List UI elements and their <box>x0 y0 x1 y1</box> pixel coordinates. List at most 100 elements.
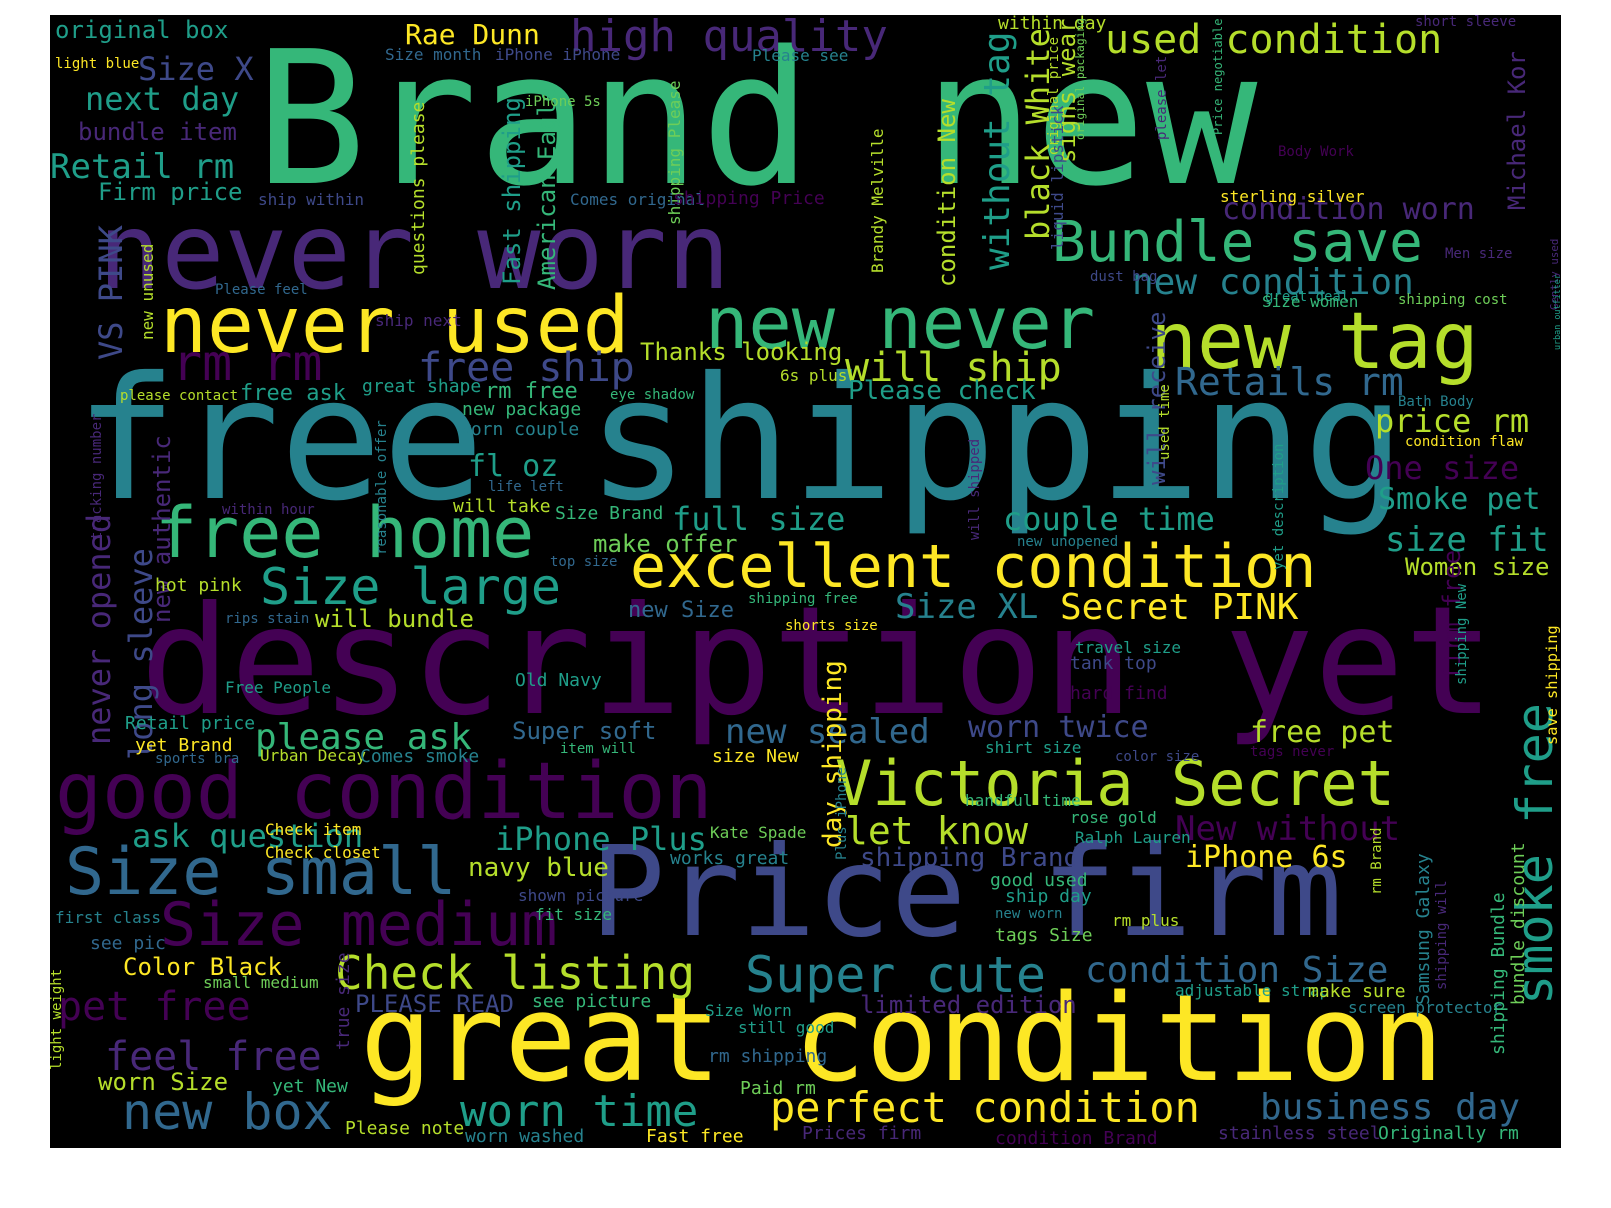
word-shorts-size: shorts size <box>785 618 878 634</box>
word-secret-pink: Secret PINK <box>1060 587 1299 628</box>
word-rm-shipping: rm shipping <box>708 1046 828 1067</box>
word-new-without: New without <box>1175 809 1401 849</box>
word-vs-pink: VS PINK <box>92 225 130 360</box>
word-light-blue: light blue <box>55 56 140 72</box>
word-color-black: Color Black <box>123 953 282 981</box>
word-size-small: Size small <box>65 835 457 910</box>
word-check-item: Check item <box>265 820 362 839</box>
word-questions-please: questions please <box>408 101 429 275</box>
word-new-sealed: new sealed <box>725 712 930 752</box>
word-rae-dunn: Rae Dunn <box>405 18 540 51</box>
word-small-medium: small medium <box>203 973 319 992</box>
word-shipping-cost: shipping cost <box>1398 292 1508 308</box>
word-condition-worn: condition worn <box>1222 192 1475 227</box>
word-short-sleeve: short sleeve <box>1415 15 1517 30</box>
word-new-package: new package <box>462 399 582 420</box>
word-fl-oz: fl oz <box>468 449 559 484</box>
word-free-home: free home <box>155 492 535 574</box>
word-shipping-free: shipping free <box>748 591 858 607</box>
word-fast-shipping: Fast shipping <box>498 97 526 285</box>
word-new-size: new Size <box>628 598 734 623</box>
word-size-fit: size fit <box>1385 520 1549 560</box>
word-bundle-item: bundle item <box>78 118 237 146</box>
word-please-read: PLEASE READ <box>355 990 514 1018</box>
word-price-rm: price rm <box>1375 402 1530 440</box>
word-first-class: first class <box>55 908 161 927</box>
word-body-work: Body Work <box>1278 144 1354 160</box>
word-size-brand: Size Brand <box>555 503 664 524</box>
word-description-yet: description yet <box>140 575 1495 749</box>
word-iphone-5s: iPhone 5s <box>525 94 601 110</box>
word-eye-shadow: eye shadow <box>610 387 695 403</box>
word-couple-time: couple time <box>1003 500 1215 538</box>
word-stainless-steel: stainless steel <box>1218 1123 1381 1144</box>
word-rose-gold: rose gold <box>1070 808 1157 827</box>
word-size-xl: Size XL <box>895 587 1039 627</box>
word-old-navy: Old Navy <box>515 670 602 691</box>
word-original-box: original box <box>55 16 229 44</box>
word-new-unopened: new unopened <box>1017 534 1119 550</box>
word-comes-original: Comes original <box>570 190 705 209</box>
word-free-ship: free ship <box>418 345 635 391</box>
word-used-condition: used condition <box>1105 17 1443 63</box>
word-worn-size: worn Size <box>98 1068 229 1096</box>
word-perfect-condition: perfect condition <box>770 1083 1200 1132</box>
word-yet-new: yet New <box>272 1076 348 1097</box>
word-sterling-silver: sterling silver <box>1220 187 1365 206</box>
word-please-check: Please check <box>848 376 1036 406</box>
word-new-condition: new condition <box>1132 262 1414 303</box>
word-condition-size: condition Size <box>1085 950 1389 991</box>
word-price-negotiable: Price negotiable <box>1211 18 1225 136</box>
word-please-let: please let <box>1154 55 1170 140</box>
word-worn-washed: worn washed <box>465 1126 585 1147</box>
word-still-good: still good <box>738 1018 835 1037</box>
word-sports-bra: sports bra <box>155 751 240 767</box>
word-retail-rm: Retail rm <box>50 147 235 187</box>
word-without-tag: without tag <box>977 31 1018 270</box>
word-dust-bag: dust bag <box>1090 269 1158 285</box>
word-urban-outfitter: urban outfitter <box>1551 274 1561 350</box>
word-please-contact: please contact <box>120 388 239 404</box>
word-price-firm: Price firm <box>590 820 1343 965</box>
word-free-shipping: free shipping <box>75 341 1406 539</box>
word-adjustable-strap: adjustable strap <box>1175 981 1330 1000</box>
word-size-large: Size large <box>260 558 562 616</box>
word-ship-within: ship within <box>258 190 364 209</box>
word-paid-rm: Paid rm <box>740 1078 816 1099</box>
word-worn-twice: worn twice <box>968 710 1149 745</box>
word-make-sure: make sure <box>1308 981 1406 1002</box>
word-rm-free: rm free <box>485 379 578 404</box>
word-true-size: true size <box>333 952 354 1050</box>
word-firm-price: Firm price <box>98 178 243 206</box>
word-cloud: Brand new free shipping description yet gre… <box>50 15 1561 1148</box>
word-condition-brand: condition Brand <box>995 1128 1158 1148</box>
word-bath-body: Bath Body <box>1398 394 1474 410</box>
word-size-women: Size women <box>1262 292 1359 311</box>
word-let-know: let know <box>845 809 1029 853</box>
word-tags-size: tags Size <box>995 925 1093 946</box>
word-shipping-price: shipping Price <box>673 188 825 209</box>
word-full-size: full size <box>672 500 846 538</box>
word-shipping-brand: shipping Brand <box>860 843 1080 873</box>
word-retails-rm: Retails rm <box>1175 360 1404 404</box>
word-brand-new: Brand new <box>255 15 1258 227</box>
word-reasonable-offer: reasonable offer <box>374 420 390 555</box>
word-ship-next: ship next <box>375 311 462 330</box>
word-within-day: within day <box>998 15 1107 34</box>
word-shirt-size: shirt size <box>985 738 1082 757</box>
word-handful-time: handful time <box>965 791 1081 810</box>
word-smoke-pet: Smoke pet <box>1378 482 1541 517</box>
word-will-ship: will ship <box>845 345 1062 391</box>
word-samsung-galaxy: Samsung Galaxy <box>1413 853 1434 1005</box>
word-hard-find: hard find <box>1070 683 1168 704</box>
word-see-pic: see pic <box>90 933 166 954</box>
word-liquid-lipstick: liquid lipstick <box>1048 105 1067 251</box>
word-size-medium: Size medium <box>160 890 558 960</box>
word-hot-pink: hot pink <box>155 575 242 596</box>
word-tracking-number: tracking number <box>89 413 105 540</box>
word-business-day: business day <box>1260 1087 1521 1128</box>
word-ask-question: ask question <box>132 817 364 855</box>
word-travel-size: travel size <box>1075 638 1181 657</box>
word-thanks-looking: Thanks looking <box>640 338 843 366</box>
word-women-size: Women size <box>1405 553 1550 581</box>
